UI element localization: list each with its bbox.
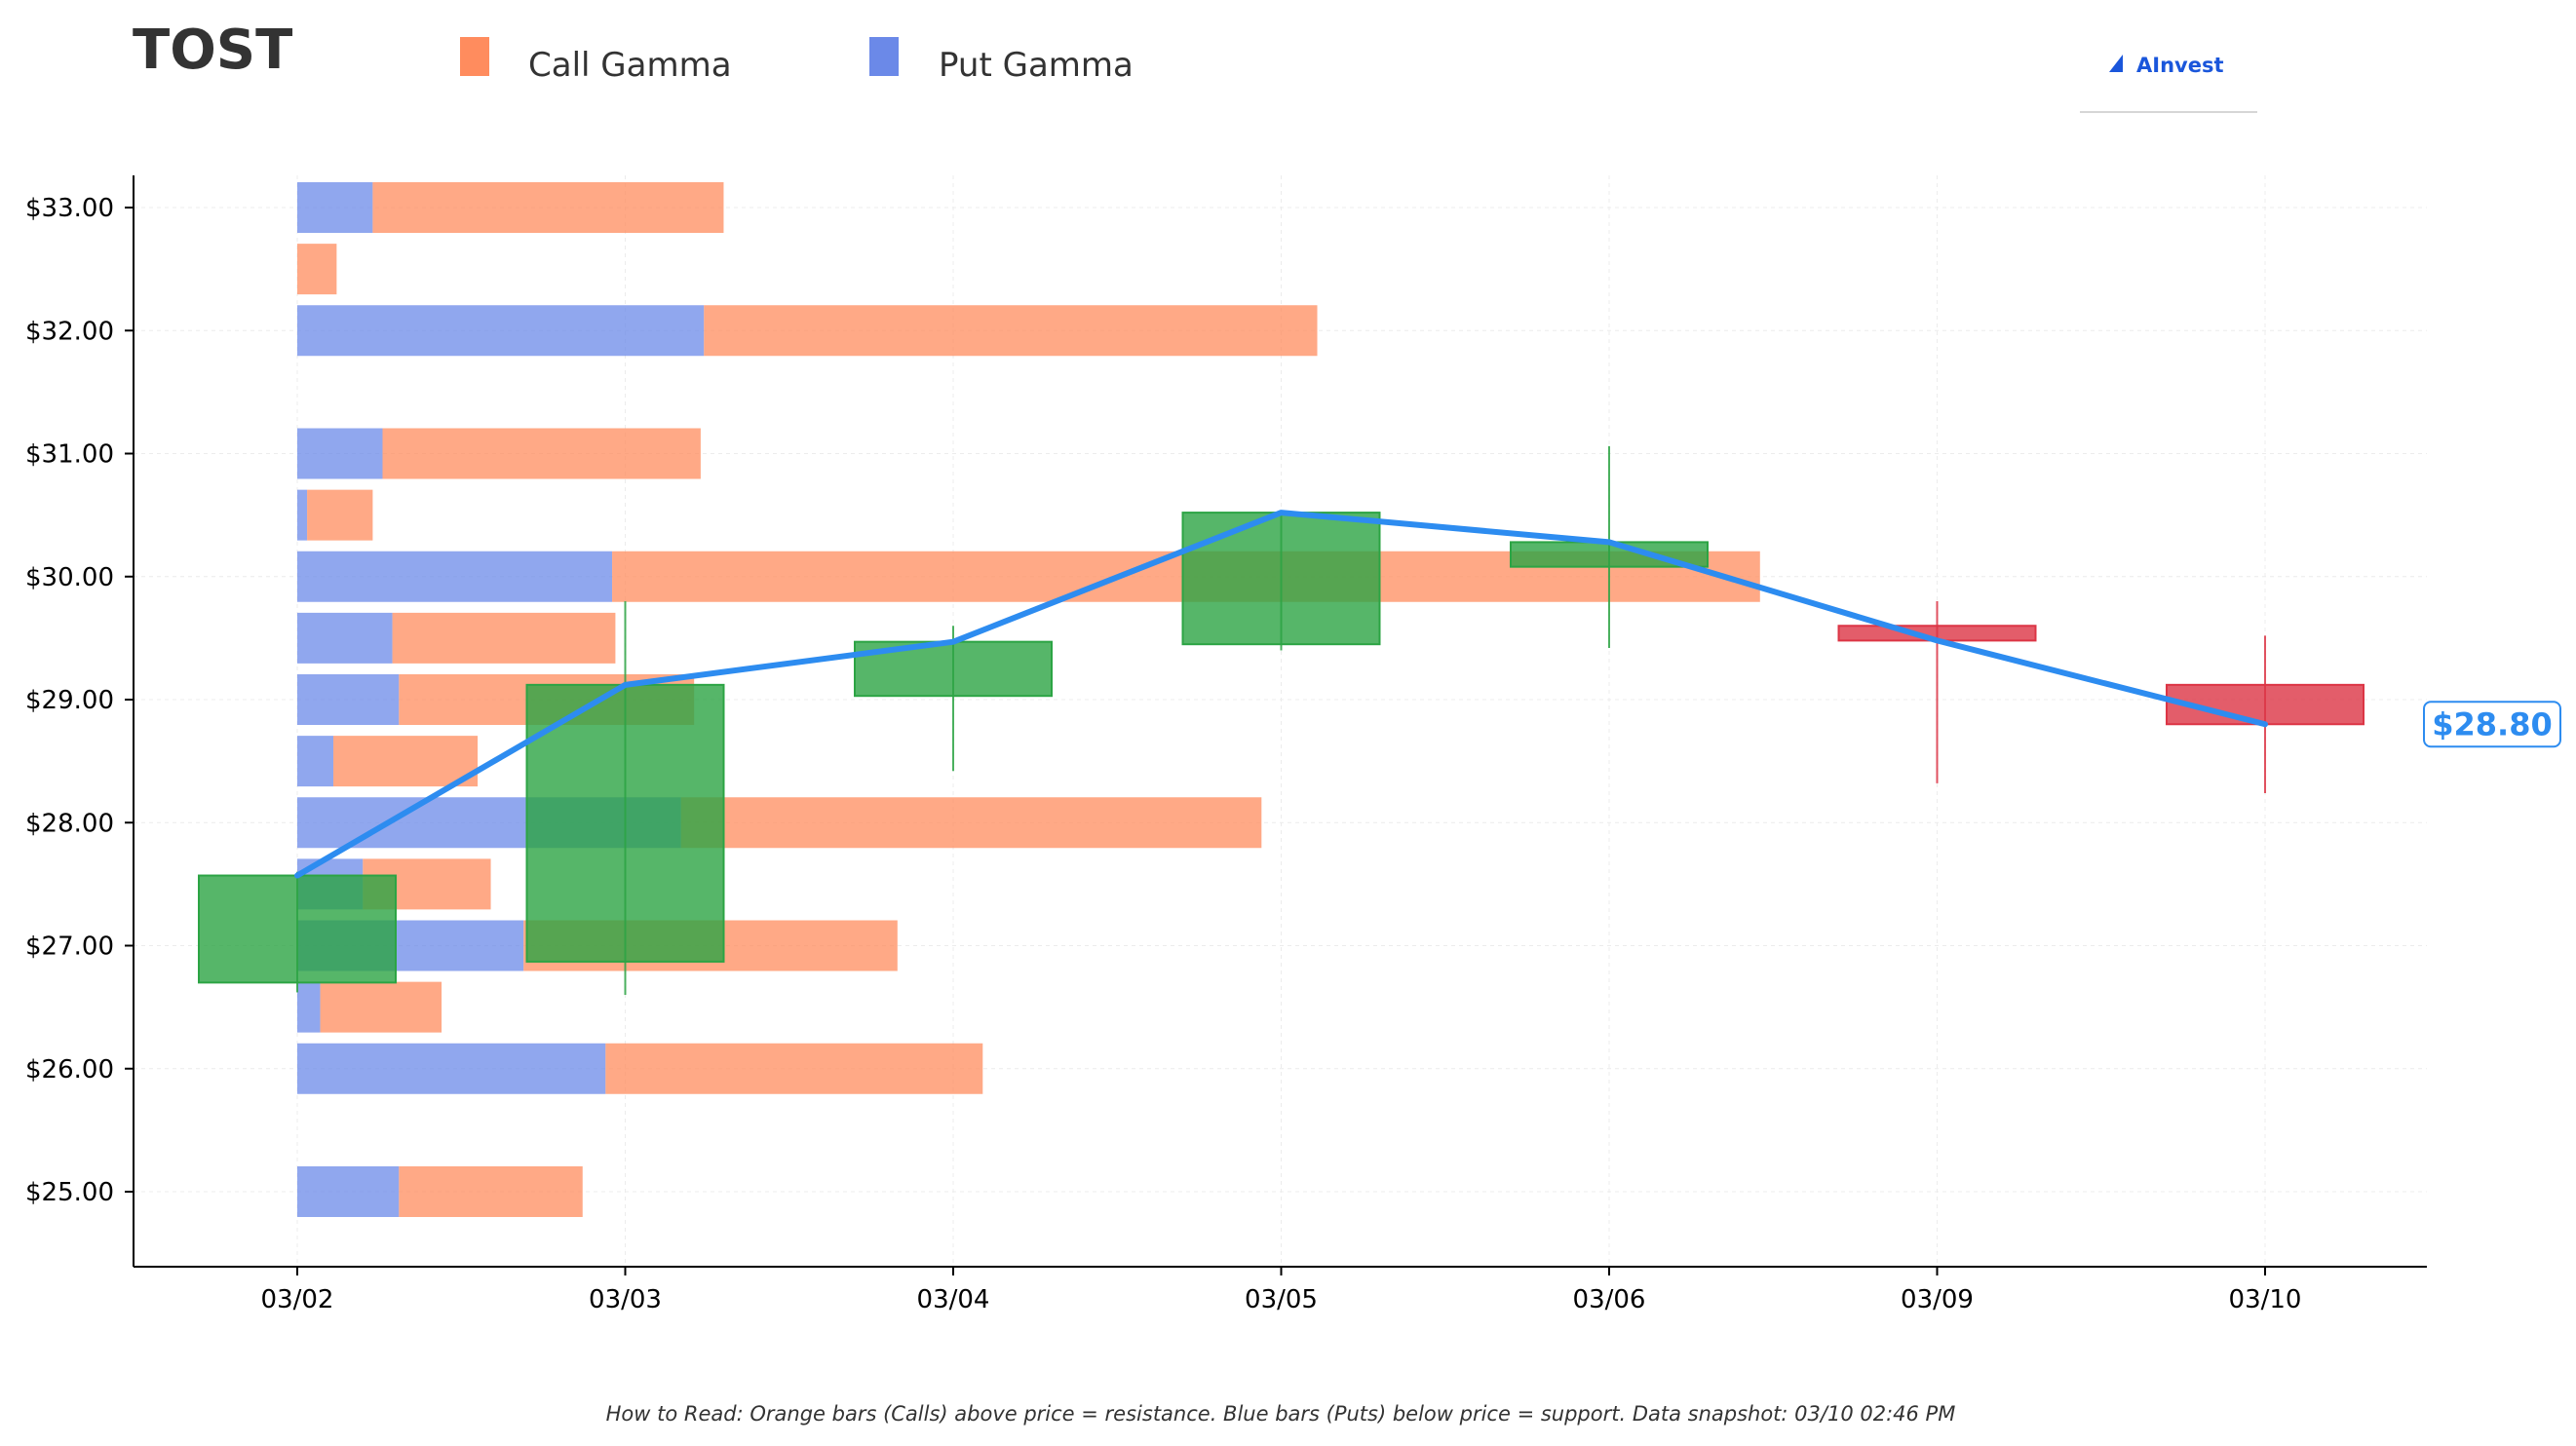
call-gamma-bar (704, 305, 1318, 357)
candle-body (525, 683, 725, 963)
y-tick-label: $31.00 (25, 440, 114, 470)
put-gamma-bar (297, 612, 393, 664)
y-tick-label: $28.00 (25, 809, 114, 838)
brand-chart-icon (2109, 55, 2123, 72)
x-tick-label: 03/03 (589, 1285, 662, 1314)
put-gamma-bar (297, 551, 613, 602)
y-tick-label: $33.00 (25, 194, 114, 223)
y-tick-label: $30.00 (25, 563, 114, 592)
call-gamma-bar (605, 1043, 983, 1094)
y-tick-label: $32.00 (25, 317, 114, 346)
call-gamma-bar (320, 981, 442, 1033)
call-gamma-bar (399, 1166, 583, 1217)
x-tick-label: 03/10 (2229, 1285, 2302, 1314)
x-tick-label: 03/02 (261, 1285, 334, 1314)
y-axis-ticks: $25.00 $26.00 $27.00 $28.00 $29.00 $30.00 $31.… (25, 194, 134, 1207)
x-tick-label: 03/06 (1573, 1285, 1646, 1314)
x-axis-ticks: 03/02 03/03 03/04 03/05 03/06 03/09 03/10 (261, 1267, 2302, 1314)
x-tick-label: 03/04 (917, 1285, 990, 1314)
put-gamma-bar (297, 1043, 606, 1094)
call-gamma-bar (297, 244, 337, 295)
price-line-group (294, 510, 2268, 879)
last-price-badge: $28.80 (2423, 701, 2561, 748)
put-gamma-bar (297, 736, 334, 787)
legend-call-label: Call Gamma (528, 46, 732, 85)
call-gamma-bar (680, 797, 1262, 849)
put-gamma-bar (297, 981, 321, 1033)
candle-body (1181, 512, 1381, 646)
call-gamma-bar (382, 428, 701, 479)
candlesticks (198, 445, 2365, 995)
y-tick-label: $29.00 (25, 686, 114, 715)
gamma-bars (297, 182, 1760, 1217)
legend-put-label: Put Gamma (939, 46, 1134, 85)
x-tick-label: 03/05 (1245, 1285, 1318, 1314)
put-gamma-bar (297, 305, 705, 357)
call-gamma-bar (307, 489, 373, 541)
call-gamma-bar (372, 182, 724, 233)
legend-call-swatch (460, 37, 489, 76)
last-price-box (2423, 701, 2561, 748)
y-tick-label: $26.00 (25, 1055, 114, 1084)
candle-body (198, 874, 397, 984)
price-line (294, 510, 2268, 879)
brand-text: AInvest (2136, 54, 2224, 77)
put-gamma-bar (297, 1166, 400, 1217)
legend-put-swatch (869, 37, 899, 76)
x-tick-label: 03/09 (1901, 1285, 1974, 1314)
y-tick-label: $27.00 (25, 932, 114, 962)
y-tick-label: $25.00 (25, 1178, 114, 1207)
put-gamma-bar (297, 428, 383, 479)
brand-logo: AInvest (2080, 54, 2257, 113)
put-gamma-bar (297, 182, 373, 233)
chart-title: TOST (133, 19, 292, 82)
call-gamma-bar (392, 612, 616, 664)
footnote: How to Read: Orange bars (Calls) above p… (606, 1402, 1956, 1426)
put-gamma-bar (297, 489, 308, 541)
legend: Call Gamma Put Gamma (460, 37, 1134, 85)
put-gamma-bar (297, 674, 400, 725)
call-gamma-bar (333, 736, 479, 787)
last-price-label: $28.80 (2432, 705, 2552, 742)
